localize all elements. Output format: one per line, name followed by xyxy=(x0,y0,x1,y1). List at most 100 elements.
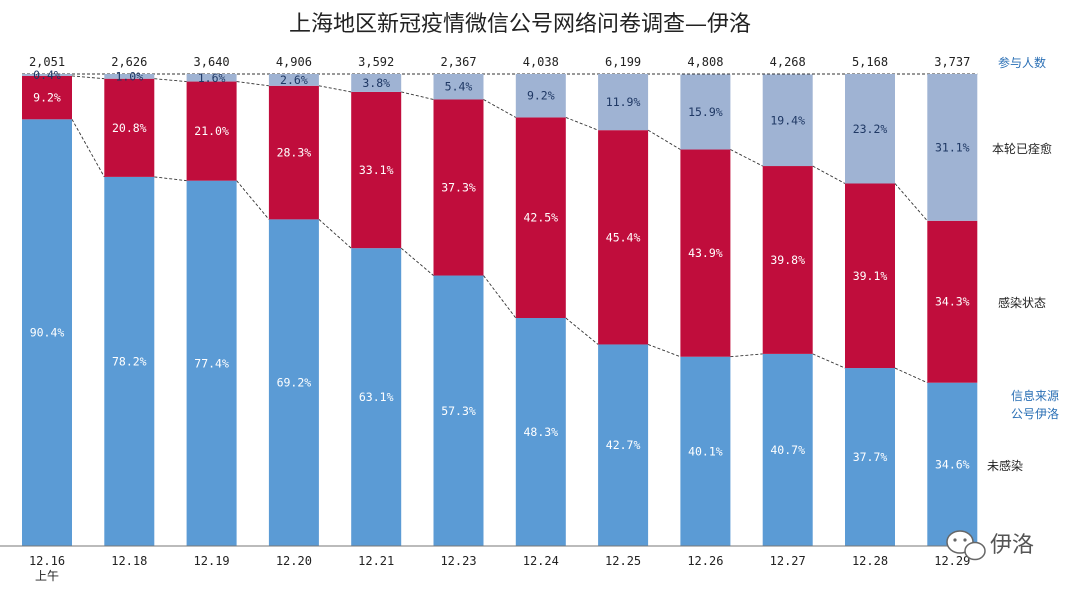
wechat-icon xyxy=(946,530,986,561)
segment-label-0-0: 90.4% xyxy=(30,326,65,340)
segment-label-0-7: 42.7% xyxy=(606,438,641,452)
x-tick-7: 12.25 xyxy=(605,554,641,568)
segment-label-1-7: 45.4% xyxy=(606,230,641,244)
bar-segment-1-3 xyxy=(268,85,319,220)
participant-count-6: 4,038 xyxy=(523,55,559,69)
bar-segment-1-2 xyxy=(186,81,237,181)
segment-label-1-10: 39.1% xyxy=(853,269,888,283)
bar-segment-0-10 xyxy=(845,368,895,546)
x-tick-2: 12.19 xyxy=(194,554,230,568)
bar-segment-2-0 xyxy=(22,74,72,76)
segment-label-0-8: 40.1% xyxy=(688,444,723,458)
watermark: 伊洛 xyxy=(946,530,1034,561)
segment-label-1-2: 21.0% xyxy=(194,124,229,138)
bar-segment-1-6 xyxy=(515,117,566,319)
bar-segment-1-8 xyxy=(680,149,731,357)
segment-label-0-3: 69.2% xyxy=(277,376,312,390)
bar-segment-1-4 xyxy=(351,91,402,249)
bar-segment-0-7 xyxy=(598,344,649,546)
x-tick-sub-0: 上午 xyxy=(35,569,59,583)
segment-label-2-9: 19.4% xyxy=(770,113,805,127)
segment-label-2-3: 2.6% xyxy=(280,73,308,87)
chart-title: 上海地区新冠疫情微信公号网络问卷调查—伊洛 xyxy=(289,12,751,37)
participant-count-9: 4,268 xyxy=(770,55,806,69)
segment-label-1-8: 43.9% xyxy=(688,246,723,260)
x-tick-11: 12.29 xyxy=(934,554,970,568)
segment-label-1-1: 20.8% xyxy=(112,121,147,135)
segment-label-1-3: 28.3% xyxy=(277,146,312,160)
bar-segment-1-9 xyxy=(762,166,813,354)
bar-segment-2-4 xyxy=(351,74,402,92)
segment-label-2-1: 1.0% xyxy=(115,69,143,83)
segment-label-2-11: 31.1% xyxy=(935,140,970,154)
segment-label-0-4: 63.1% xyxy=(359,390,394,404)
segment-label-2-8: 15.9% xyxy=(688,105,723,119)
bar-segment-1-11 xyxy=(927,220,978,383)
x-tick-5: 12.23 xyxy=(440,554,476,568)
source-note-line1: 信息来源 xyxy=(1011,388,1059,403)
legend-participants: 参与人数 xyxy=(998,55,1046,70)
bar-segment-2-5 xyxy=(433,74,484,100)
segment-label-1-4: 33.1% xyxy=(359,163,394,177)
participant-count-1: 2,626 xyxy=(111,55,147,69)
segment-label-2-0: 0.4% xyxy=(33,68,61,82)
segment-label-1-6: 42.5% xyxy=(523,211,558,225)
bar-segment-2-7 xyxy=(598,74,649,131)
segment-label-1-5: 37.3% xyxy=(441,181,476,195)
participant-count-0: 2,051 xyxy=(29,55,65,69)
segment-label-0-11: 34.6% xyxy=(935,457,970,471)
bar-segment-0-8 xyxy=(680,356,731,546)
x-tick-1: 12.18 xyxy=(111,554,147,568)
bar-segment-1-1 xyxy=(104,78,155,177)
segment-label-0-6: 48.3% xyxy=(523,425,558,439)
bar-segment-0-9 xyxy=(762,353,813,546)
bar-segment-2-9 xyxy=(762,74,813,167)
segment-label-2-7: 11.9% xyxy=(606,95,641,109)
bar-segment-0-5 xyxy=(433,275,484,546)
participant-count-5: 2,367 xyxy=(440,55,476,69)
bar-segment-2-3 xyxy=(268,74,319,86)
participant-count-10: 5,168 xyxy=(852,55,888,69)
x-tick-10: 12.28 xyxy=(852,554,888,568)
legend: 参与人数 本轮已痊愈 感染状态 信息来源 公号伊洛 未感染 xyxy=(987,55,1059,473)
bar-segment-2-6 xyxy=(515,74,566,118)
bar-segment-0-0 xyxy=(22,119,72,546)
participant-count-8: 4,808 xyxy=(687,55,723,69)
bar-segment-2-1 xyxy=(104,74,155,79)
source-note-line2: 公号伊洛 xyxy=(1011,406,1059,421)
bar-segment-0-3 xyxy=(268,219,319,546)
segment-label-2-6: 9.2% xyxy=(527,89,555,103)
segment-label-0-2: 77.4% xyxy=(194,356,229,370)
x-tick-0: 12.16 xyxy=(29,554,65,568)
bar-segment-2-8 xyxy=(680,74,731,150)
participant-count-7: 6,199 xyxy=(605,55,641,69)
bar-segment-1-10 xyxy=(845,183,895,369)
x-tick-4: 12.21 xyxy=(358,554,394,568)
connector-uninfected-top xyxy=(71,119,928,384)
connector-infected-top xyxy=(71,75,928,222)
bar-segment-1-5 xyxy=(433,99,484,276)
participant-count-3: 4,906 xyxy=(276,55,312,69)
segment-label-1-11: 34.3% xyxy=(935,295,970,309)
bar-segment-2-11 xyxy=(927,74,978,221)
watermark-text: 伊洛 xyxy=(990,533,1034,558)
bar-segment-0-11 xyxy=(927,382,978,546)
segment-label-0-10: 37.7% xyxy=(853,450,888,464)
segment-label-1-0: 9.2% xyxy=(33,91,61,105)
connector-lines xyxy=(22,73,978,384)
segment-label-1-9: 39.8% xyxy=(770,253,805,267)
segment-label-2-10: 23.2% xyxy=(853,122,888,136)
participant-count-4: 3,592 xyxy=(358,55,394,69)
segment-label-0-1: 78.2% xyxy=(112,354,147,368)
participant-count-11: 3,737 xyxy=(934,55,970,69)
bar-segment-0-6 xyxy=(515,318,566,546)
segment-label-0-5: 57.3% xyxy=(441,404,476,418)
bar-segment-0-4 xyxy=(351,248,402,546)
bar-segment-0-1 xyxy=(104,176,155,546)
bar-segment-2-10 xyxy=(845,74,895,184)
segment-label-2-4: 3.8% xyxy=(362,76,390,90)
participant-counts: 2,051 2,626 3,640 4,906 3,592 2,367 4,038 6,199… xyxy=(29,55,970,69)
legend-infected: 感染状态 xyxy=(998,295,1046,310)
x-tick-3: 12.20 xyxy=(276,554,312,568)
